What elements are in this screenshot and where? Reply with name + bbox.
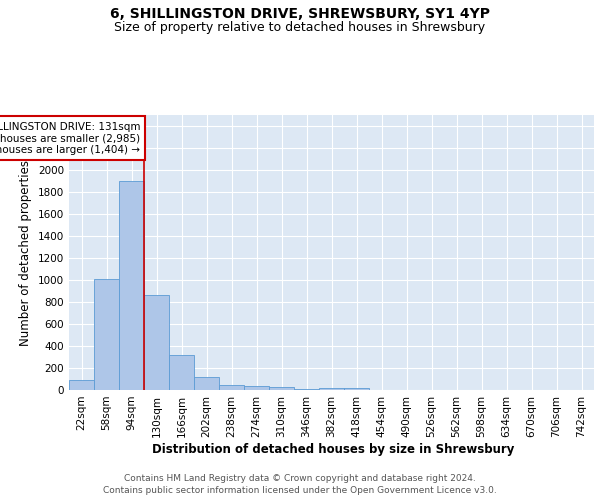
Bar	[269, 387, 294, 390]
Bar	[144, 296, 169, 390]
Bar	[194, 377, 219, 390]
Bar	[344, 388, 369, 390]
Bar	[319, 388, 344, 390]
Text: Distribution of detached houses by size in Shrewsbury: Distribution of detached houses by size …	[152, 442, 514, 456]
Bar	[94, 279, 119, 390]
Text: Size of property relative to detached houses in Shrewsbury: Size of property relative to detached ho…	[115, 21, 485, 34]
Text: Contains HM Land Registry data © Crown copyright and database right 2024.: Contains HM Land Registry data © Crown c…	[124, 474, 476, 483]
Bar	[119, 181, 144, 390]
Text: 6, SHILLINGSTON DRIVE, SHREWSBURY, SY1 4YP: 6, SHILLINGSTON DRIVE, SHREWSBURY, SY1 4…	[110, 8, 490, 22]
Text: Contains public sector information licensed under the Open Government Licence v3: Contains public sector information licen…	[103, 486, 497, 495]
Bar	[244, 386, 269, 390]
Bar	[169, 356, 194, 390]
Bar	[219, 384, 244, 390]
Y-axis label: Number of detached properties: Number of detached properties	[19, 160, 32, 346]
Bar	[69, 380, 94, 390]
Text: 6 SHILLINGSTON DRIVE: 131sqm
← 68% of detached houses are smaller (2,985)
32% of: 6 SHILLINGSTON DRIVE: 131sqm ← 68% of de…	[0, 122, 140, 155]
